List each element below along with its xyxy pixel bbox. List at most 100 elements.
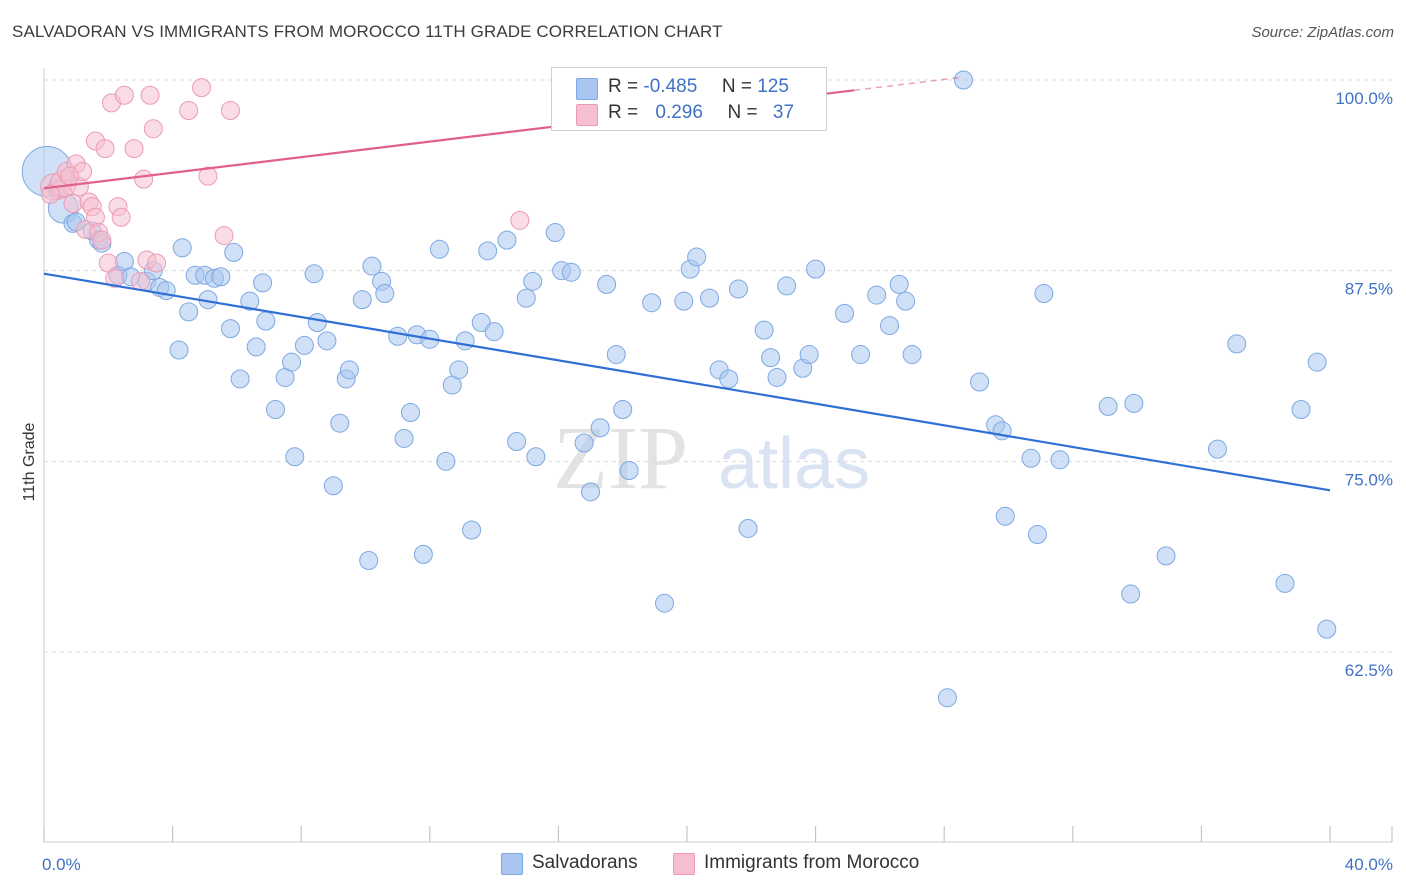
salvadoran-point [172,238,192,258]
salvadoran-point [761,348,781,368]
salvadoran-point [282,352,302,372]
salvadoran-point [777,276,797,296]
salvadoran-point [1027,525,1047,545]
salvadoran-point [516,288,536,308]
morocco-point [130,271,150,291]
salvadoran-point [1121,584,1141,604]
salvadoran-point [902,345,922,365]
morocco-point [95,139,115,159]
salvadoran-point [1021,448,1041,468]
legend-swatch-salvadorans [576,78,598,100]
legend-n-label: N = [721,76,752,97]
salvadoran-point [169,340,189,360]
salvadoran-point [230,369,250,389]
salvadoran-point [471,313,491,333]
legend-r-label: R = [608,102,639,123]
legend-r-value-morocco: 0.296 [655,102,703,123]
legend-n-value-salvadorans: 125 [757,76,789,97]
morocco-point [134,169,154,189]
salvadoran-point [294,335,314,355]
salvadoran-point [253,273,273,293]
salvadoran-point [835,303,855,323]
y-axis-label: 11th Grade [21,422,38,501]
salvadoran-point [767,367,787,387]
salvadoran-point [1124,393,1144,413]
morocco-point [147,253,167,273]
salvadoran-point [687,247,707,267]
salvadoran-point [1207,439,1227,459]
salvadoran-point [606,345,626,365]
bottom-legend-swatch-morocco [673,853,695,875]
legend-r-label: R = [608,76,639,97]
legend-swatch-morocco [576,104,598,126]
morocco-point [140,85,160,105]
salvadoran-point [507,432,527,452]
chart-title: SALVADORAN VS IMMIGRANTS FROM MOROCCO 11… [12,22,723,41]
salvadoran-point [719,369,739,389]
salvadoran-point [224,242,244,262]
salvadoran-point [642,293,662,313]
salvadoran-point [799,345,819,365]
morocco-point [192,78,212,98]
morocco-point [40,184,60,204]
morocco-point [63,194,83,214]
salvadoran-point [285,447,305,467]
salvadoran-point [851,345,871,365]
salvadoran-point [581,482,601,502]
salvadoran-point [156,280,176,300]
salvadoran-point [523,271,543,291]
salvadoran-point [1050,450,1070,470]
salvadoran-point [1227,334,1247,354]
salvadoran-point [619,460,639,480]
y-tick-label: 87.5% [1345,280,1393,299]
salvadoran-trend-line [43,272,1331,492]
salvadoran-point [307,313,327,333]
salvadoran-point [265,399,285,419]
salvadoran-point [597,274,617,294]
salvadoran-point [970,372,990,392]
morocco-point [60,166,80,186]
salvadoran-point [462,520,482,540]
salvadoran-point [211,267,231,287]
salvadoran-point [561,262,581,282]
correlation-legend: R = -0.485 N = 125 R = 0.296 N = 37 [551,67,827,131]
watermark-atlas: atlas [718,424,870,504]
salvadoran-point [429,239,449,259]
salvadoran-point [937,688,957,708]
salvadoran-point [478,241,498,261]
salvadoran-point [220,319,240,339]
salvadoran-point [484,322,504,342]
legend-n-value-morocco: 37 [772,102,795,123]
salvadoran-point [674,291,694,311]
salvadoran-point [317,331,337,351]
salvadoran-point [880,316,900,336]
salvadoran-point [590,418,610,438]
salvadoran-point [1156,546,1176,566]
salvadoran-point [1291,399,1311,419]
salvadoran-point [401,403,421,423]
salvadoran-point [754,320,774,340]
salvadoran-point [413,544,433,564]
morocco-trend-extension [854,76,961,92]
salvadoran-point [256,311,276,331]
salvadoran-point [1307,352,1327,372]
salvadoran-point [339,360,359,380]
bottom-legend-swatch-salvadorans [501,853,523,875]
salvadoran-point [304,264,324,284]
watermark-zip: ZIP [553,409,688,508]
salvadoran-point [359,550,379,570]
salvadoran-point [728,279,748,299]
salvadoran-point [375,284,395,304]
morocco-point [105,268,125,288]
morocco-point [111,207,131,227]
salvadoran-point [700,288,720,308]
morocco-point [143,119,163,139]
salvadoran-point [613,399,633,419]
y-tick-label: 62.5% [1345,661,1393,680]
salvadoran-point [352,290,372,310]
salvadoran-point [738,518,758,538]
salvadoran-point [330,413,350,433]
salvadoran-point [526,447,546,467]
salvadoran-point [995,506,1015,526]
salvadoran-point [388,326,408,346]
